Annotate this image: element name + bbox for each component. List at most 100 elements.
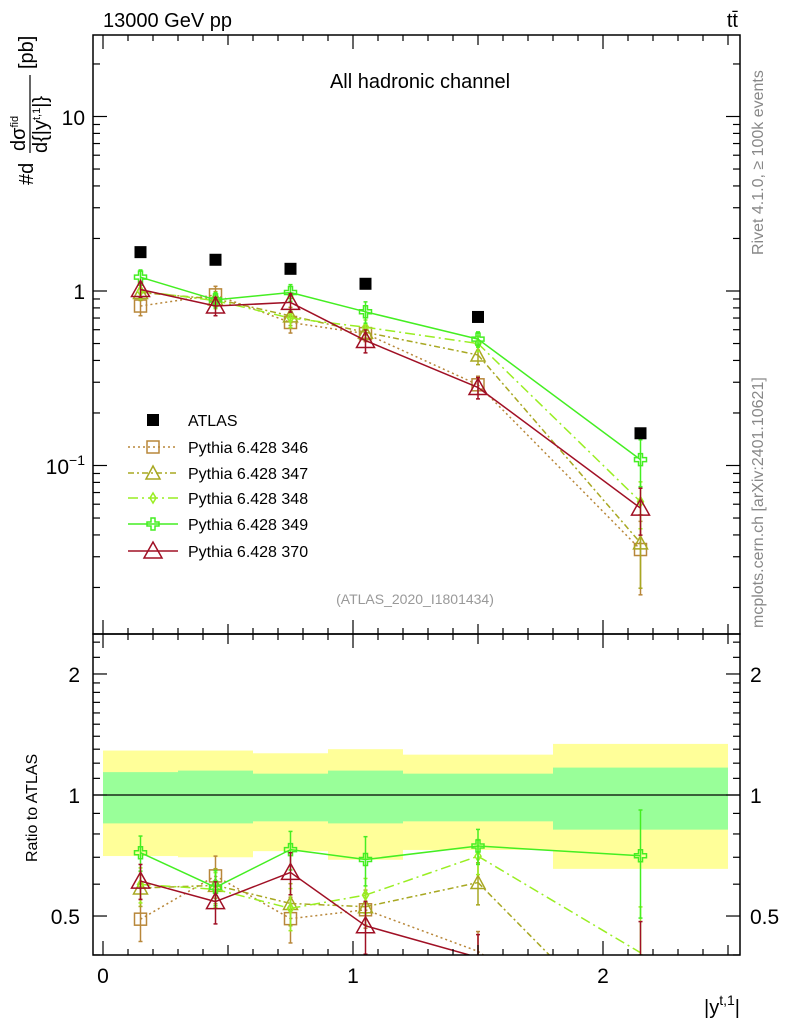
series-349-line — [365, 311, 479, 340]
series-349-line — [477, 845, 641, 857]
series-370-line — [290, 301, 366, 342]
series-348-line — [477, 342, 642, 503]
ratio-tick-label-2-left: 2 — [68, 664, 80, 687]
series-349-line — [290, 848, 366, 861]
legend-marker-atlas — [147, 414, 159, 426]
axis-ticks — [93, 35, 740, 956]
series-349-point — [471, 332, 485, 346]
legend-label-370: Pythia 6.428 370 — [188, 544, 308, 561]
legend-label-atlas: ATLAS — [188, 413, 238, 430]
series-370-point — [630, 497, 651, 516]
series-347-line — [140, 884, 216, 889]
series-347-line — [215, 884, 291, 905]
series-370-line — [365, 925, 470, 955]
series-348-line — [215, 888, 291, 910]
series-347-point — [632, 534, 649, 550]
series-370-point — [205, 295, 226, 314]
legend-label-346: Pythia 6.428 346 — [188, 440, 308, 457]
series-347-point — [469, 873, 487, 890]
series-348-line — [140, 883, 216, 891]
series-370-point — [355, 330, 376, 349]
series-370-line — [365, 339, 479, 389]
series-347-line — [365, 331, 479, 356]
stat-uncertainty-band — [253, 773, 328, 822]
series-349-point — [358, 852, 373, 867]
plot-title: All hadronic channel — [330, 71, 510, 93]
ylabel-numerator: dσfid — [8, 116, 30, 151]
series-349-line — [140, 276, 216, 301]
ratio-panel-series — [130, 809, 648, 955]
legend-label-349: Pythia 6.428 349 — [188, 517, 308, 534]
analysis-label: (ATLAS_2020_I1801434) — [336, 591, 494, 607]
series-349-point — [633, 849, 648, 863]
series-348-point — [361, 888, 370, 902]
series-370-point — [205, 891, 226, 910]
svg-text:#d: #d — [16, 163, 38, 185]
series-370-point — [280, 861, 301, 881]
series-346-line — [215, 294, 291, 324]
series-349-line — [290, 291, 366, 313]
series-348-line — [365, 326, 479, 345]
series-346-point — [133, 912, 148, 926]
main-panel-series — [130, 246, 651, 596]
series-347-line — [215, 298, 291, 317]
ratio-uncertainty-bands — [103, 743, 728, 869]
series-349-line — [215, 291, 291, 301]
series-347-line — [290, 315, 366, 334]
series-348-line — [477, 855, 641, 954]
series-346-line — [365, 332, 479, 386]
series-348-line — [215, 299, 291, 319]
atlas-data-point — [209, 253, 222, 266]
stat-uncertainty-band — [178, 770, 253, 824]
series-348-line — [365, 855, 479, 896]
series-348-line — [290, 317, 366, 328]
ylabel-denominator: d{|yt,1|} — [30, 96, 52, 153]
series-349-point — [283, 285, 298, 300]
series-346-line — [477, 384, 642, 551]
mcplots-label: mcplots.cern.ch [arXiv:2401.10621] — [750, 377, 767, 628]
ratio-tick-label-1-left: 1 — [68, 785, 80, 808]
atlas-data-point — [472, 310, 484, 323]
series-370-point — [467, 376, 489, 396]
series-370-line — [477, 386, 641, 509]
x-tick-label-1: 1 — [347, 965, 359, 988]
series-370-point — [130, 278, 151, 298]
series-370-line — [290, 871, 366, 927]
series-347-line — [477, 354, 642, 544]
rivet-label: Rivet 4.1.0, ≥ 100k events — [750, 70, 767, 255]
legend-label-347: Pythia 6.428 347 — [188, 466, 308, 483]
series-348-point — [286, 311, 295, 325]
stat-uncertainty-band — [403, 773, 553, 822]
process-label: tt̄ — [727, 10, 739, 32]
series-349-point — [283, 842, 298, 857]
series-348-line — [140, 290, 216, 302]
series-346-line — [215, 875, 291, 920]
legend-marker-349 — [146, 517, 160, 531]
stat-uncertainty-band — [103, 772, 178, 824]
legend-labels: ATLAS Pythia 6.428 346 Pythia 6.428 347 … — [188, 413, 308, 561]
series-348-line — [290, 894, 366, 910]
stat-uncertainty-band — [328, 770, 403, 824]
main-y-axis-label: #d dσfid d{|yt,1|} [pb] — [8, 36, 52, 185]
series-370-line — [215, 871, 291, 903]
series-349-point — [471, 839, 485, 853]
ratio-y-axis-label: Ratio to ATLAS — [24, 754, 41, 862]
legend-marker-348 — [149, 491, 157, 505]
atlas-data-point — [634, 427, 647, 440]
ratio-tick-label-0.5-right: 0.5 — [750, 906, 779, 929]
legend-marker-370 — [142, 540, 164, 559]
atlas-data-point — [134, 246, 147, 259]
series-370-point — [130, 870, 151, 889]
legend-marker-347 — [144, 464, 162, 480]
series-349-line — [477, 338, 641, 461]
svg-text:[pb]: [pb] — [16, 36, 38, 69]
legend — [128, 414, 178, 559]
ratio-tick-label-0.5-left: 0.5 — [51, 906, 80, 929]
series-347-line — [365, 881, 479, 908]
ratio-tick-label-2-right: 2 — [750, 664, 762, 687]
legend-label-348: Pythia 6.428 348 — [188, 491, 308, 508]
series-348-point — [286, 901, 295, 915]
x-tick-label-2: 2 — [597, 965, 609, 988]
series-370-line — [215, 301, 291, 307]
